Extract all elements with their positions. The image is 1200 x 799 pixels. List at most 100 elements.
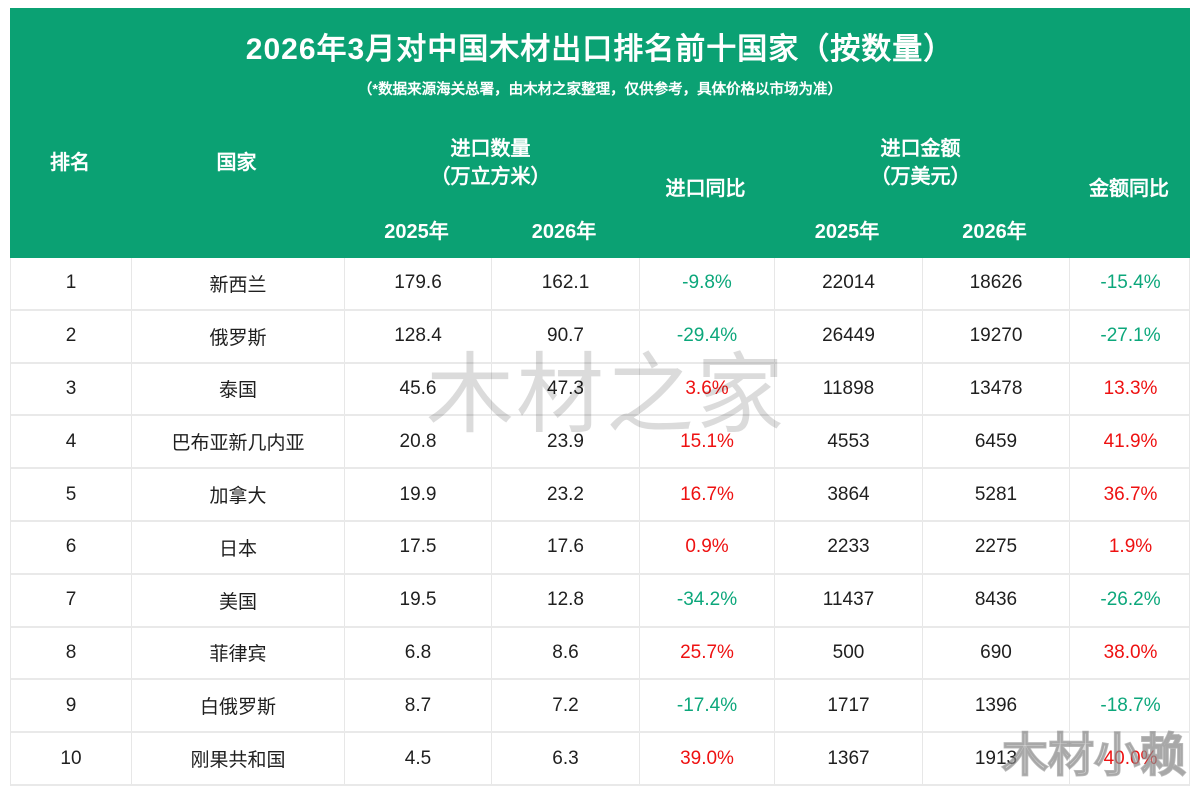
cell-qty-2025: 179.6	[344, 258, 491, 309]
cell-qty-2026: 17.6	[491, 521, 639, 573]
cell-rank: 5	[65, 483, 77, 505]
cell-import-yoy: 0.9%	[639, 521, 774, 573]
cell-amt-2026: 18626	[922, 258, 1069, 309]
cell-amt-2025: 11437	[774, 574, 922, 626]
cell-amt-2025: 11898	[774, 363, 922, 415]
cell-amount-yoy: 40.0%	[1069, 733, 1191, 784]
cell-rank: 8	[65, 641, 77, 663]
cell-import-yoy: -17.4%	[639, 680, 774, 732]
col-header-rank: 排名	[50, 152, 90, 174]
import-amount-unit: （万美元）	[870, 166, 971, 188]
cell-country: 泰国	[131, 363, 344, 415]
col-header-qty-2025: 2025年	[384, 221, 449, 243]
cell-rank: 10	[60, 747, 82, 769]
cell-country: 新西兰	[131, 258, 344, 309]
col-header-import-quantity-group: 进口数量 （万立方米）	[343, 120, 638, 206]
table-row: 2 俄罗斯 128.4 90.7 -29.4% 26449 19270 -27.1%	[11, 310, 1191, 364]
cell-country: 菲律宾	[131, 627, 344, 679]
cell-amt-2025: 26449	[774, 310, 922, 362]
table-row: 6 日本 17.5 17.6 0.9% 2233 2275 1.9%	[11, 521, 1191, 575]
cell-amt-2026: 1396	[922, 680, 1069, 732]
cell-country: 白俄罗斯	[131, 680, 344, 732]
table-row: 4 巴布亚新几内亚 20.8 23.9 15.1% 4553 6459 41.9%	[11, 416, 1191, 470]
table-header-block: 2026年3月对中国木材出口排名前十国家（按数量） （*数据来源海关总署，由木材…	[10, 8, 1190, 258]
cell-country: 刚果共和国	[131, 733, 344, 784]
cell-amount-yoy: 38.0%	[1069, 627, 1191, 679]
cell-amt-2026: 1913	[922, 733, 1069, 784]
cell-qty-2026: 23.9	[491, 416, 639, 468]
page-subtitle: （*数据来源海关总署，由木材之家整理，仅供参考，具体价格以市场为准）	[357, 82, 843, 98]
cell-amount-yoy: -27.1%	[1069, 310, 1191, 362]
cell-rank: 1	[65, 272, 77, 294]
cell-amount-yoy: 13.3%	[1069, 363, 1191, 415]
import-quantity-label: 进口数量	[450, 138, 531, 160]
cell-import-yoy: 16.7%	[639, 469, 774, 520]
cell-amt-2025: 1367	[774, 733, 922, 784]
col-header-amt-2025: 2025年	[814, 221, 880, 243]
table-row: 7 美国 19.5 12.8 -34.2% 11437 8436 -26.2%	[11, 574, 1189, 628]
cell-qty-2026: 6.3	[491, 733, 639, 784]
cell-qty-2026: 90.7	[491, 310, 639, 362]
cell-qty-2025: 6.8	[344, 627, 491, 679]
cell-qty-2025: 8.7	[344, 680, 491, 732]
column-headers: 排名 国家 进口数量 （万立方米） 进口同比 进口金额 （万美元） 金额同比 2…	[10, 120, 1190, 258]
table-row: 3 泰国 45.6 47.3 3.6% 11898 13478 13.3%	[11, 363, 1191, 417]
cell-country: 日本	[131, 521, 344, 573]
col-header-country: 国家	[216, 152, 257, 174]
banner: 2026年3月对中国木材出口排名前十国家（按数量） （*数据来源海关总署，由木材…	[10, 8, 1190, 120]
col-header-amount-yoy: 金额同比	[1089, 178, 1169, 200]
cell-amt-2026: 5281	[922, 469, 1069, 520]
cell-amt-2025: 3864	[774, 469, 922, 520]
cell-rank: 2	[65, 325, 77, 347]
cell-amount-yoy: -15.4%	[1069, 258, 1191, 309]
table-body: 1 新西兰 179.6 162.1 -9.8% 22014 18626 -15.4% 2 俄罗斯 1…	[10, 258, 1190, 786]
cell-import-yoy: 25.7%	[639, 627, 774, 679]
cell-qty-2025: 19.5	[344, 574, 491, 626]
col-header-qty-2026: 2026年	[531, 221, 597, 243]
cell-amt-2026: 19270	[922, 310, 1069, 362]
import-amount-label: 进口金额	[880, 138, 961, 160]
cell-rank: 3	[65, 377, 77, 399]
cell-import-yoy: 3.6%	[639, 363, 774, 415]
table-row: 9 白俄罗斯 8.7 7.2 -17.4% 1717 1396 -18.7%	[11, 680, 1189, 734]
cell-import-yoy: 15.1%	[639, 416, 774, 468]
cell-qty-2026: 7.2	[491, 680, 639, 732]
cell-country: 巴布亚新几内亚	[131, 416, 344, 468]
cell-qty-2026: 23.2	[491, 469, 639, 520]
cell-amt-2026: 2275	[922, 521, 1069, 573]
cell-amount-yoy: 1.9%	[1069, 521, 1191, 573]
table-row: 8 菲律宾 6.8 8.6 25.7% 500 690 38.0%	[11, 627, 1191, 681]
col-header-import-yoy: 进口同比	[665, 178, 746, 200]
cell-amt-2025: 4553	[774, 416, 922, 468]
table-row: 1 新西兰 179.6 162.1 -9.8% 22014 18626 -15.4%	[11, 258, 1189, 311]
cell-qty-2025: 17.5	[344, 521, 491, 573]
cell-import-yoy: 39.0%	[639, 733, 774, 784]
cell-amt-2026: 13478	[922, 363, 1069, 415]
cell-amount-yoy: 41.9%	[1069, 416, 1191, 468]
cell-import-yoy: -9.8%	[639, 258, 774, 309]
page-title: 2026年3月对中国木材出口排名前十国家（按数量）	[245, 33, 955, 66]
cell-import-yoy: -29.4%	[639, 310, 774, 362]
cell-rank: 7	[65, 589, 77, 611]
cell-qty-2026: 47.3	[491, 363, 639, 415]
cell-qty-2025: 45.6	[344, 363, 491, 415]
cell-amount-yoy: 36.7%	[1069, 469, 1191, 520]
import-quantity-unit: （万立方米）	[430, 166, 551, 188]
table-row: 10 刚果共和国 4.5 6.3 39.0% 1367 1913 40.0%	[11, 733, 1189, 786]
cell-rank: 6	[65, 536, 77, 558]
col-header-import-amount-group: 进口金额 （万美元）	[773, 120, 1068, 206]
cell-amt-2026: 690	[922, 627, 1069, 679]
cell-qty-2026: 12.8	[491, 574, 639, 626]
cell-qty-2026: 162.1	[491, 258, 639, 309]
col-header-amt-2026: 2026年	[962, 221, 1027, 243]
cell-qty-2025: 19.9	[344, 469, 491, 520]
cell-rank: 9	[65, 694, 77, 716]
cell-amt-2026: 6459	[922, 416, 1069, 468]
cell-amt-2025: 2233	[774, 521, 922, 573]
cell-qty-2026: 8.6	[491, 627, 639, 679]
cell-country: 加拿大	[131, 469, 344, 520]
cell-country: 俄罗斯	[131, 310, 344, 362]
cell-country: 美国	[131, 574, 344, 626]
cell-import-yoy: -34.2%	[639, 574, 774, 626]
cell-amt-2025: 22014	[774, 258, 922, 309]
